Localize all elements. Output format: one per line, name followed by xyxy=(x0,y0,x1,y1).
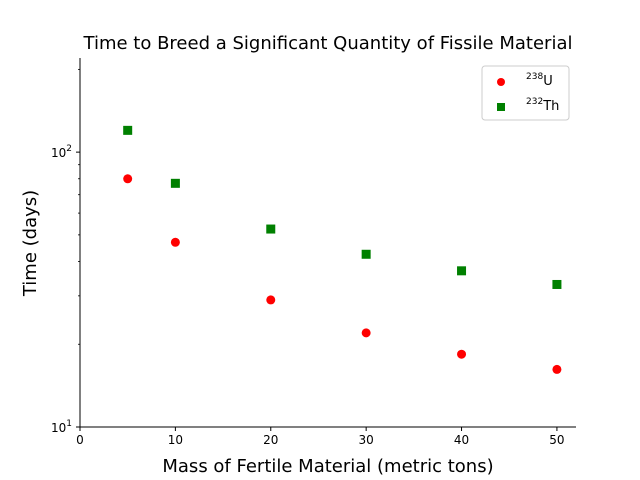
y-tick-label-exp: 2 xyxy=(66,144,72,154)
x-tick-label: 0 xyxy=(76,433,84,447)
point-238-u-0 xyxy=(123,174,133,184)
x-tick-label: 30 xyxy=(359,433,374,447)
y-tick-label: 102 xyxy=(51,144,72,160)
point-238-u-2 xyxy=(266,295,276,305)
x-tick-label: 40 xyxy=(454,433,469,447)
point-232-th-4 xyxy=(457,266,467,276)
point-238-u-5 xyxy=(552,364,562,374)
x-tick-label: 20 xyxy=(263,433,278,447)
legend-label-th232-sup: 232 xyxy=(526,97,543,107)
x-ticks: 0 10 20 30 40 50 xyxy=(76,427,565,447)
y-tick-label: 101 xyxy=(51,419,72,435)
legend-label-th232-name: Th xyxy=(542,99,559,114)
legend-label-th232: 232Th xyxy=(526,97,559,114)
data-marks xyxy=(123,125,562,374)
point-238-u-3 xyxy=(361,328,371,338)
x-tick-label: 50 xyxy=(549,433,564,447)
point-232-th-1 xyxy=(170,178,180,188)
y-tick-label-base: 10 xyxy=(51,146,66,160)
point-232-th-2 xyxy=(266,224,276,234)
legend-label-u238: 238U xyxy=(526,72,553,89)
y-tick-label-base: 10 xyxy=(51,421,66,435)
legend: 238U 232Th xyxy=(481,65,570,121)
legend-label-u238-name: U xyxy=(543,74,553,89)
point-238-u-4 xyxy=(457,349,467,359)
point-232-th-5 xyxy=(552,279,562,289)
y-tick-label-exp: 1 xyxy=(66,419,72,429)
chart-title: Time to Breed a Significant Quantity of … xyxy=(83,33,573,54)
point-238-u-1 xyxy=(170,237,180,247)
y-axis-title: Time (days) xyxy=(20,190,41,297)
plot-area xyxy=(79,58,576,428)
legend-label-u238-sup: 238 xyxy=(526,72,543,82)
point-232-th-0 xyxy=(123,125,133,135)
legend-marker-u238 xyxy=(497,78,505,86)
legend-marker-th232 xyxy=(497,103,505,111)
x-axis-title: Mass of Fertile Material (metric tons) xyxy=(162,456,493,477)
point-232-th-3 xyxy=(361,249,371,259)
x-tick-label: 10 xyxy=(168,433,183,447)
